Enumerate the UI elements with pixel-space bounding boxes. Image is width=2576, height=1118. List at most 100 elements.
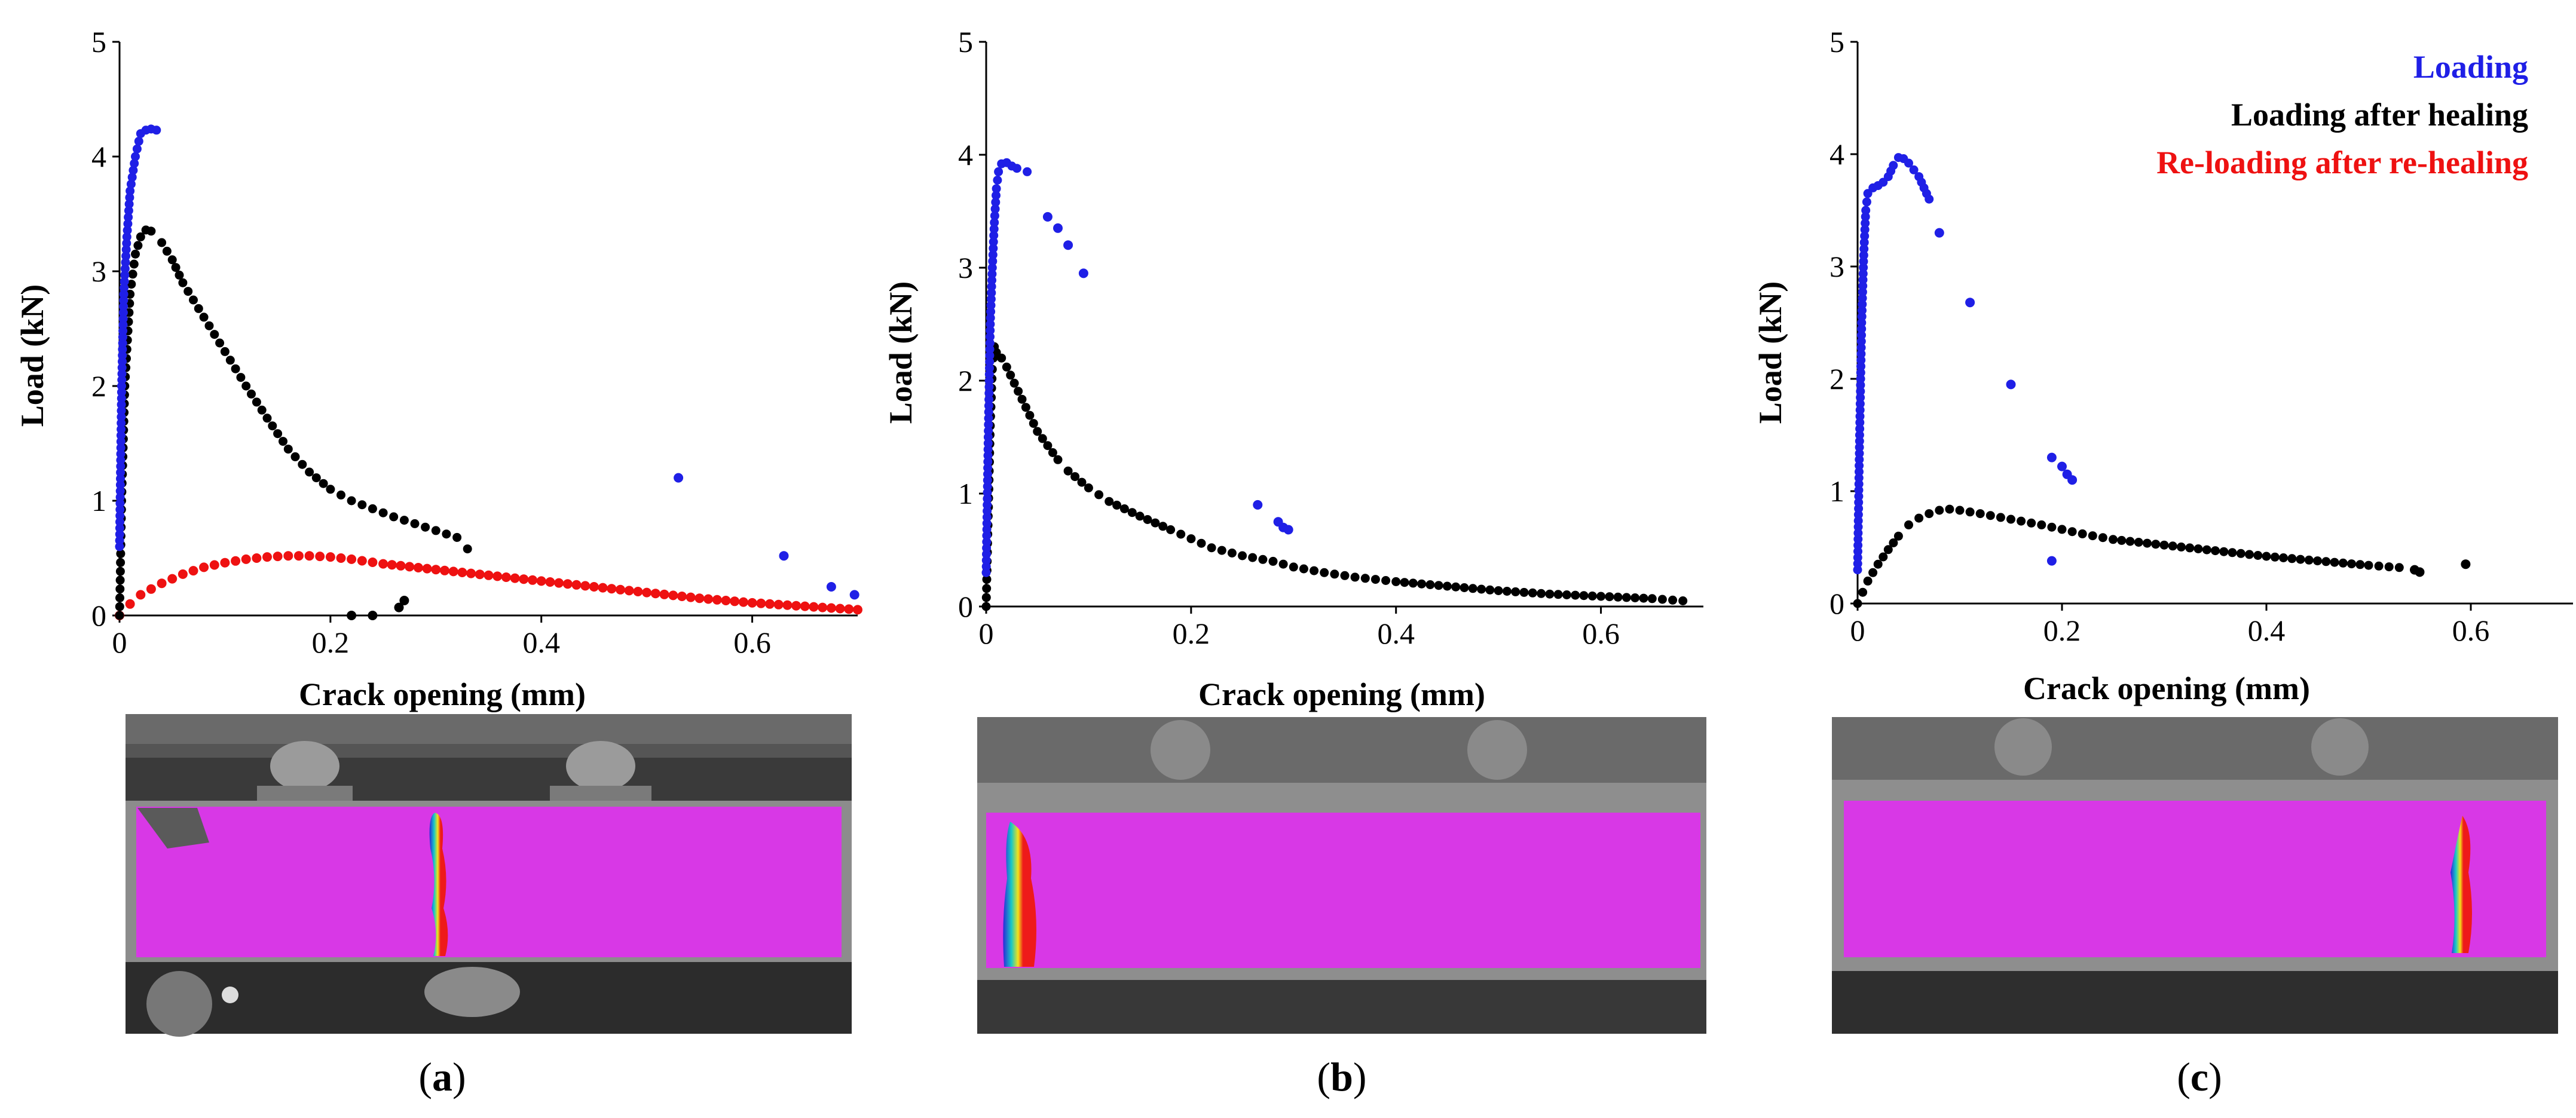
y-tick-label: 2: [1829, 362, 1844, 396]
data-point: [2193, 544, 2203, 553]
data-point: [987, 275, 996, 285]
data-point: [336, 490, 345, 500]
data-point: [1105, 497, 1114, 506]
data-point: [988, 250, 998, 259]
dic-photo-b: [977, 717, 1706, 1034]
data-point: [1925, 194, 1934, 204]
data-point: [2117, 535, 2127, 545]
data-point: [984, 376, 994, 385]
data-point: [695, 593, 705, 604]
data-point: [589, 582, 599, 592]
data-point: [1143, 515, 1152, 524]
data-point: [463, 544, 472, 554]
data-point: [115, 505, 125, 514]
data-point: [987, 263, 997, 272]
data-point: [122, 238, 131, 248]
x-tick-label: 0.2: [312, 626, 350, 659]
data-point: [1873, 559, 1883, 569]
data-point: [2384, 562, 2394, 572]
data-point: [336, 553, 346, 563]
data-point: [703, 594, 714, 604]
y-tick-label: 1: [1829, 474, 1844, 508]
data-point: [125, 193, 134, 203]
data-point: [1668, 595, 1678, 605]
data-point: [268, 421, 277, 431]
chart-a: 0 1 2 3 4 5 0 0.2 0.4 0.6 Crack opening (mm) Load…: [14, 25, 862, 712]
data-point: [1537, 589, 1546, 598]
data-point: [1070, 472, 1080, 482]
data-point: [1043, 441, 1053, 451]
data-point: [993, 176, 1002, 185]
data-point: [1855, 399, 1865, 409]
data-point: [982, 575, 992, 584]
data-point: [2296, 555, 2305, 564]
data-point: [157, 238, 167, 247]
data-point: [1996, 513, 2005, 522]
data-point: [1965, 298, 1975, 308]
data-point: [1856, 387, 1865, 396]
data-point: [2347, 559, 2356, 569]
y-tick-label: 0: [1829, 587, 1844, 620]
data-point: [189, 295, 198, 305]
data-point: [2159, 540, 2169, 550]
data-point: [1186, 534, 1196, 544]
data-point: [1630, 593, 1640, 602]
data-point: [116, 455, 126, 465]
x-tick-label: 0.4: [2248, 614, 2286, 647]
data-point: [2151, 540, 2161, 549]
data-point: [121, 245, 131, 255]
data-point: [117, 394, 126, 403]
data-point: [1158, 522, 1168, 531]
data-point: [1502, 587, 1512, 596]
data-point: [1855, 418, 1865, 427]
data-point: [120, 264, 130, 274]
data-point: [994, 167, 1004, 176]
xlabel-c: Crack opening (mm): [2023, 670, 2310, 706]
data-point: [115, 602, 124, 611]
data-point: [2236, 549, 2245, 558]
data-point: [325, 552, 335, 562]
data-point: [992, 191, 1001, 200]
data-point: [252, 553, 262, 563]
data-point: [686, 592, 696, 602]
data-point: [129, 166, 138, 175]
data-point: [1477, 584, 1486, 594]
data-point: [136, 590, 146, 600]
data-point: [1856, 356, 1866, 365]
data-point: [730, 596, 740, 607]
data-point: [1889, 161, 1898, 170]
ylabel-a: Load (kN): [14, 284, 50, 427]
data-point: [1078, 268, 1088, 278]
data-point: [1268, 556, 1278, 566]
y-tick-label: 0: [958, 590, 973, 623]
data-point: [117, 424, 126, 434]
data-point: [1856, 393, 1865, 402]
data-point: [1856, 374, 1865, 384]
data-point: [1053, 223, 1063, 233]
data-point: [1935, 506, 1944, 515]
data-point: [1023, 167, 1032, 176]
data-point: [1425, 580, 1435, 589]
data-point: [501, 572, 511, 582]
axes-a: 0 1 2 3 4 5 0 0.2 0.4 0.6: [91, 25, 858, 659]
x-tick-label: 0: [1850, 614, 1865, 647]
data-point: [422, 563, 432, 574]
data-point: [984, 370, 994, 379]
ylabel-b: Load (kN): [883, 281, 919, 424]
chart-c: 0 1 2 3 4 5 0 0.2 0.4 0.6 Crack opening (mm) Load…: [1752, 25, 2573, 706]
x-tick-label: 0: [979, 617, 994, 650]
data-point: [1468, 584, 1477, 593]
data-point: [2394, 563, 2404, 572]
series-loading-after-healing: [981, 342, 1688, 611]
data-point: [290, 452, 300, 461]
data-point: [1227, 549, 1237, 558]
data-point: [989, 244, 998, 253]
data-point: [305, 467, 314, 477]
data-point: [982, 584, 992, 593]
data-point: [1289, 562, 1298, 572]
data-point: [1657, 595, 1667, 604]
data-point: [1856, 349, 1866, 359]
data-point: [124, 213, 133, 222]
data-point: [989, 231, 999, 240]
